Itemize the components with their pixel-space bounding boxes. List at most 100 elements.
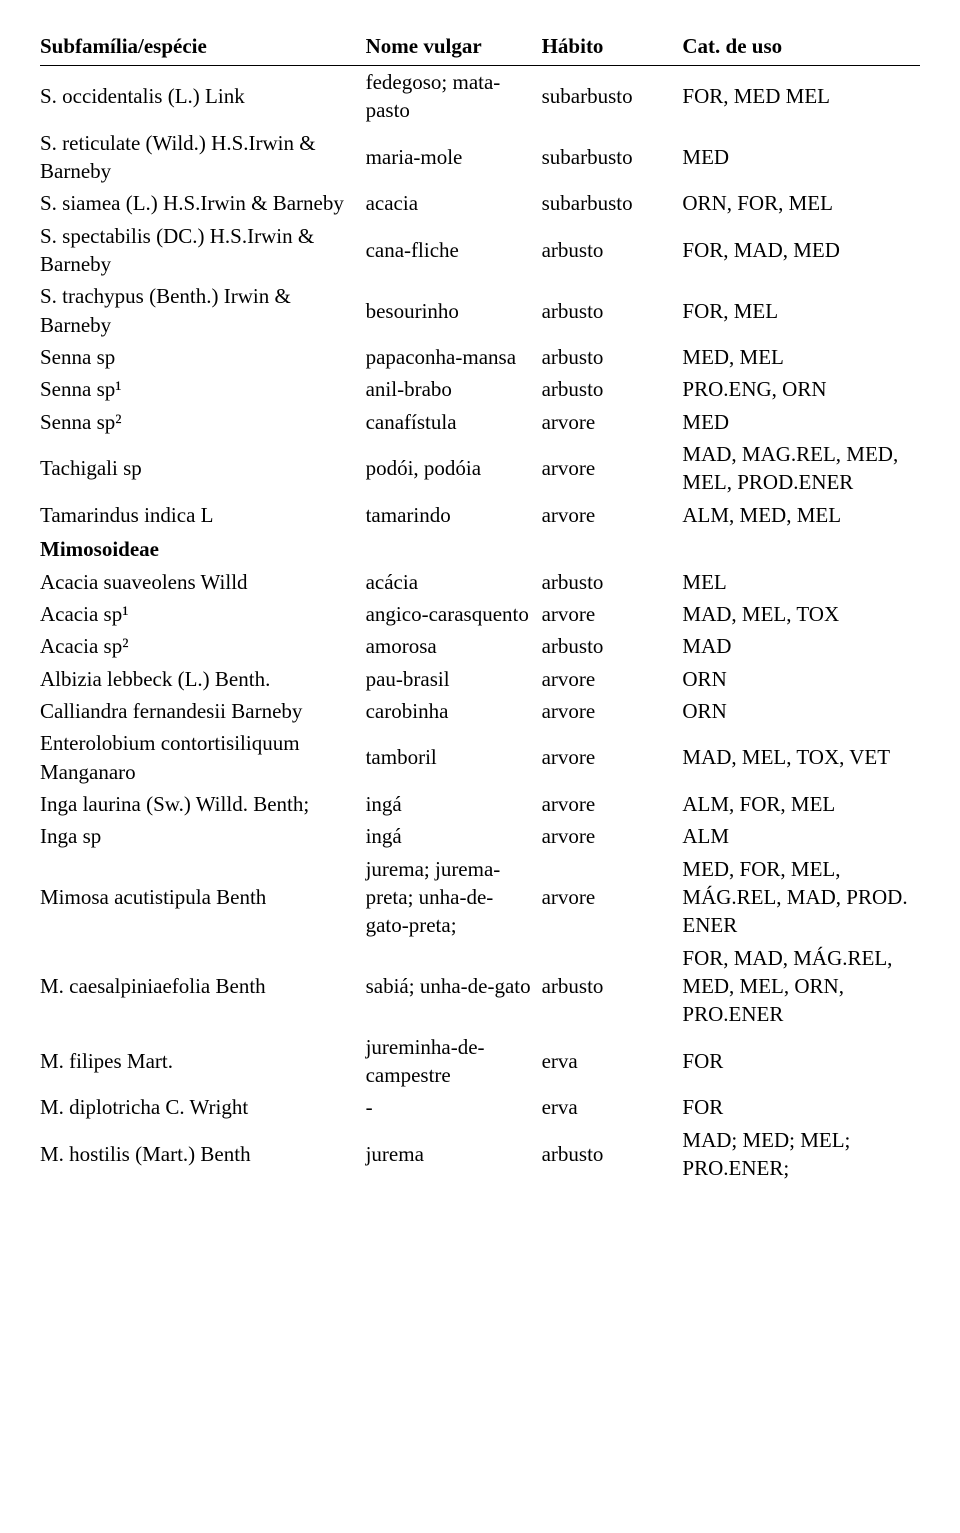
cell-use: ALM, FOR, MEL [682,788,920,820]
cell-habit: arvore [542,499,683,531]
cell-use: FOR, MEL [682,280,920,341]
cell-species: S. trachypus (Benth.) Irwin & Barneby [40,280,366,341]
cell-habit: arbusto [542,1124,683,1185]
cell-common: acacia [366,187,542,219]
cell-species: Enterolobium contortisiliquum Manganaro [40,727,366,788]
cell-species: Senna sp [40,341,366,373]
cell-species: S. siamea (L.) H.S.Irwin & Barneby [40,187,366,219]
cell-common: anil-brabo [366,373,542,405]
cell-use: ORN [682,663,920,695]
cell-use: MED [682,406,920,438]
cell-common: carobinha [366,695,542,727]
cell-habit: arvore [542,853,683,942]
cell-habit: arvore [542,406,683,438]
cell-habit: arbusto [542,630,683,662]
table-row: Acacia sp²amorosaarbustoMAD [40,630,920,662]
table-body: S. occidentalis (L.) Linkfedegoso; mata-… [40,66,920,1185]
cell-species: M. diplotricha C. Wright [40,1091,366,1123]
table-row: Tachigali sppodói, podóiaarvoreMAD, MAG.… [40,438,920,499]
col-header-use: Cat. de uso [682,30,920,66]
cell-common: jurema [366,1124,542,1185]
cell-habit: arvore [542,820,683,852]
cell-species: Inga laurina (Sw.) Willd. Benth; [40,788,366,820]
table-row: M. diplotricha C. Wright-ervaFOR [40,1091,920,1123]
cell-species: M. hostilis (Mart.) Benth [40,1124,366,1185]
cell-common: pau-brasil [366,663,542,695]
cell-use: FOR, MED MEL [682,66,920,127]
table-row: Senna sp¹anil-braboarbustoPRO.ENG, ORN [40,373,920,405]
cell-species: S. reticulate (Wild.) H.S.Irwin & Barneb… [40,127,366,188]
table-row: Mimosa acutistipula Benthjurema; jurema-… [40,853,920,942]
table-row: S. siamea (L.) H.S.Irwin & Barnebyacacia… [40,187,920,219]
cell-habit: erva [542,1031,683,1092]
cell-common: maria-mole [366,127,542,188]
cell-species: Acacia suaveolens Willd [40,566,366,598]
cell-species: Acacia sp¹ [40,598,366,630]
cell-habit: arvore [542,788,683,820]
cell-species: Acacia sp² [40,630,366,662]
cell-use: ALM [682,820,920,852]
table-row: Mimosoideae [40,531,920,565]
cell-habit: subarbusto [542,66,683,127]
table-row: Acacia sp¹angico-carasquentoarvoreMAD, M… [40,598,920,630]
cell-habit: arbusto [542,220,683,281]
col-header-habit: Hábito [542,30,683,66]
cell-use: MAD, MEL, TOX [682,598,920,630]
cell-species: Albizia lebbeck (L.) Benth. [40,663,366,695]
table-header-row: Subfamília/espécie Nome vulgar Hábito Ca… [40,30,920,66]
table-row: Acacia suaveolens WilldacáciaarbustoMEL [40,566,920,598]
cell-common: angico-carasquento [366,598,542,630]
cell-species: S. spectabilis (DC.) H.S.Irwin & Barneby [40,220,366,281]
table-row: S. occidentalis (L.) Linkfedegoso; mata-… [40,66,920,127]
cell-species: Senna sp¹ [40,373,366,405]
cell-species: M. caesalpiniaefolia Benth [40,942,366,1031]
table-row: Senna sp²canafístulaarvoreMED [40,406,920,438]
cell-common: papaconha-mansa [366,341,542,373]
table-row: Inga laurina (Sw.) Willd. Benth;ingáarvo… [40,788,920,820]
cell-common: ingá [366,820,542,852]
cell-common: fedegoso; mata-pasto [366,66,542,127]
cell-use: FOR, MAD, MED [682,220,920,281]
cell-species: Calliandra fernandesii Barneby [40,695,366,727]
cell-common: acácia [366,566,542,598]
cell-habit: arbusto [542,566,683,598]
cell-common: - [366,1091,542,1123]
cell-use: MEL [682,566,920,598]
table-row: Albizia lebbeck (L.) Benth.pau-brasilarv… [40,663,920,695]
col-header-species: Subfamília/espécie [40,30,366,66]
cell-use: ORN [682,695,920,727]
cell-use: MED, MEL [682,341,920,373]
table-row: Senna sppapaconha-mansaarbustoMED, MEL [40,341,920,373]
cell-habit: arvore [542,663,683,695]
cell-habit: arvore [542,598,683,630]
cell-use: FOR [682,1091,920,1123]
table-row: S. spectabilis (DC.) H.S.Irwin & Barneby… [40,220,920,281]
cell-species: Mimosa acutistipula Benth [40,853,366,942]
cell-habit: erva [542,1091,683,1123]
cell-species: S. occidentalis (L.) Link [40,66,366,127]
cell-habit: arvore [542,695,683,727]
cell-use: MAD; MED; MEL; PRO.ENER; [682,1124,920,1185]
cell-habit: subarbusto [542,127,683,188]
cell-use: MAD [682,630,920,662]
table-row: S. reticulate (Wild.) H.S.Irwin & Barneb… [40,127,920,188]
cell-use: PRO.ENG, ORN [682,373,920,405]
cell-common: sabiá; unha-de-gato [366,942,542,1031]
cell-habit: arvore [542,727,683,788]
cell-common: jureminha-de-campestre [366,1031,542,1092]
cell-species: M. filipes Mart. [40,1031,366,1092]
col-header-common: Nome vulgar [366,30,542,66]
cell-common: podói, podóia [366,438,542,499]
cell-common: tamboril [366,727,542,788]
cell-common: jurema; jurema-preta; unha-de-gato-preta… [366,853,542,942]
table-row: Tamarindus indica LtamarindoarvoreALM, M… [40,499,920,531]
cell-habit: arbusto [542,280,683,341]
cell-habit: arbusto [542,942,683,1031]
cell-species: Senna sp² [40,406,366,438]
cell-use: MED [682,127,920,188]
cell-common: ingá [366,788,542,820]
table-row: S. trachypus (Benth.) Irwin & Barnebybes… [40,280,920,341]
cell-species: Inga sp [40,820,366,852]
cell-use: MAD, MEL, TOX, VET [682,727,920,788]
subfamily-header: Mimosoideae [40,531,920,565]
